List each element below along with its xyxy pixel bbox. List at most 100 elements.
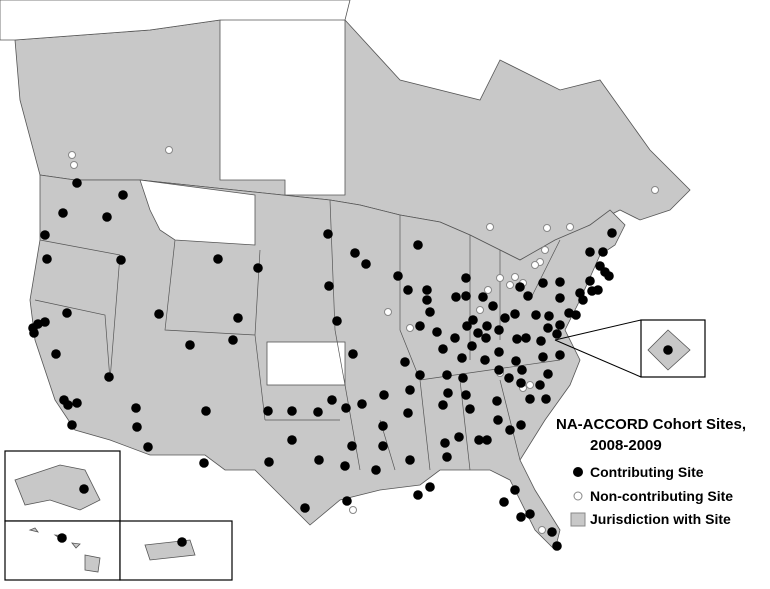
contributing-site xyxy=(72,178,82,188)
contributing-site xyxy=(505,425,515,435)
contributing-site xyxy=(79,484,89,494)
contributing-site xyxy=(379,390,389,400)
contributing-site xyxy=(525,509,535,519)
legend-jurisdiction-marker xyxy=(570,512,586,527)
contributing-site xyxy=(413,240,423,250)
contributing-site xyxy=(494,347,504,357)
contributing-site xyxy=(492,396,502,406)
legend-label: Jurisdiction with Site xyxy=(590,511,731,527)
contributing-site xyxy=(348,349,358,359)
non-contributing-site xyxy=(566,223,574,231)
non-contributing-site xyxy=(165,146,173,154)
contributing-site xyxy=(465,404,475,414)
contributing-site xyxy=(543,323,553,333)
contributing-site xyxy=(378,421,388,431)
contributing-site xyxy=(488,301,498,311)
contributing-site xyxy=(478,292,488,302)
no-site-north xyxy=(0,0,351,41)
contributing-site xyxy=(287,435,297,445)
contributing-site xyxy=(323,229,333,239)
contributing-site xyxy=(116,255,126,265)
contributing-site xyxy=(451,292,461,302)
contributing-site xyxy=(154,309,164,319)
inset-connector xyxy=(554,319,642,378)
contributing-site xyxy=(314,455,324,465)
contributing-site xyxy=(517,365,527,375)
non-contributing-site xyxy=(541,246,549,254)
contributing-site xyxy=(118,190,128,200)
contributing-site xyxy=(531,310,541,320)
contributing-site xyxy=(499,497,509,507)
contributing-site xyxy=(555,320,565,330)
contributing-site xyxy=(350,248,360,258)
contributing-site xyxy=(63,400,73,410)
contributing-site xyxy=(253,263,263,273)
contributing-site xyxy=(544,311,554,321)
contributing-site xyxy=(213,254,223,264)
contributing-site xyxy=(341,403,351,413)
contributing-site xyxy=(454,432,464,442)
contributing-site xyxy=(473,328,483,338)
contributing-site xyxy=(102,212,112,222)
non-contributing-site xyxy=(70,161,78,169)
non-contributing-site xyxy=(349,506,357,514)
contributing-site xyxy=(438,400,448,410)
contributing-site xyxy=(461,390,471,400)
contributing-site xyxy=(516,420,526,430)
contributing-site xyxy=(555,293,565,303)
contributing-site xyxy=(523,291,533,301)
contributing-site xyxy=(313,407,323,417)
contributing-site xyxy=(332,316,342,326)
site-dots xyxy=(28,146,673,551)
non-contributing-site xyxy=(68,151,76,159)
contributing-site xyxy=(403,408,413,418)
contributing-site xyxy=(40,230,50,240)
contributing-site xyxy=(425,307,435,317)
contributing-site xyxy=(371,465,381,475)
contributing-site xyxy=(342,496,352,506)
contributing-site xyxy=(58,208,68,218)
contributing-site xyxy=(541,394,551,404)
contributing-site xyxy=(443,388,453,398)
contributing-site xyxy=(458,373,468,383)
legend-label: Non-contributing Site xyxy=(590,488,733,504)
contributing-site xyxy=(403,285,413,295)
contributing-site xyxy=(132,422,142,432)
contributing-site xyxy=(185,340,195,350)
kansas xyxy=(266,341,346,386)
contributing-site xyxy=(72,398,82,408)
contributing-site xyxy=(405,385,415,395)
contributing-site xyxy=(538,278,548,288)
contributing-site xyxy=(593,285,603,295)
contributing-site xyxy=(450,333,460,343)
non-contributing-site xyxy=(384,308,392,316)
contributing-site xyxy=(512,334,522,344)
contributing-site xyxy=(482,435,492,445)
contributing-site xyxy=(393,271,403,281)
non-contributing-site xyxy=(651,186,659,194)
contributing-site xyxy=(457,353,467,363)
contributing-site xyxy=(538,352,548,362)
contributing-site xyxy=(228,335,238,345)
contributing-site xyxy=(494,365,504,375)
contributing-site xyxy=(264,457,274,467)
contributing-site xyxy=(131,403,141,413)
contributing-site xyxy=(51,349,61,359)
contributing-site xyxy=(422,295,432,305)
non-contributing-site xyxy=(531,261,539,269)
contributing-site xyxy=(504,373,514,383)
contributing-site xyxy=(415,370,425,380)
non-contributing-site xyxy=(526,381,534,389)
contributing-site xyxy=(287,406,297,416)
contributing-site xyxy=(57,533,67,543)
non-contributing-site xyxy=(543,224,551,232)
contributing-site xyxy=(422,285,432,295)
contributing-site xyxy=(585,276,595,286)
contributing-site xyxy=(62,308,72,318)
contributing-site xyxy=(521,333,531,343)
contributing-site xyxy=(201,406,211,416)
contributing-site xyxy=(378,441,388,451)
contributing-site xyxy=(300,503,310,513)
no-site-province xyxy=(219,14,346,196)
